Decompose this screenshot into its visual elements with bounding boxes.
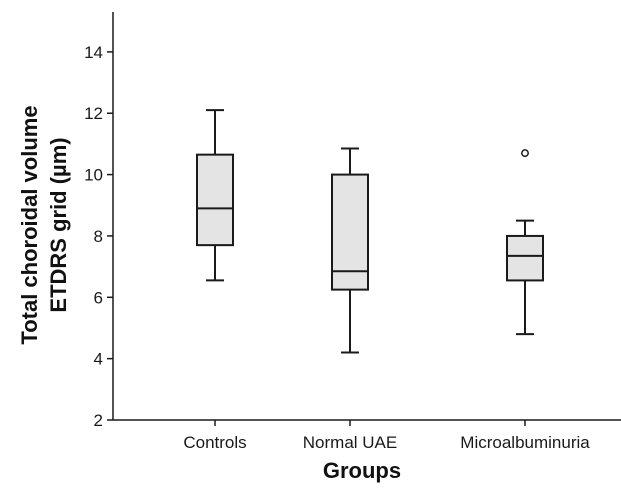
y-tick-label-10: 10 [84, 166, 103, 185]
box-0-iqr [196, 153, 234, 247]
x-tick-label-2: Microalbuminuria [460, 433, 590, 452]
y-tick-label-8: 8 [94, 227, 103, 246]
box-2-iqr [506, 234, 544, 282]
plot-area: 2 4 6 8 10 12 14 Controls Normal UAE Microalbumin… [84, 12, 621, 452]
x-tick-label-1: Normal UAE [303, 433, 397, 452]
x-axis-title: Groups [323, 458, 401, 483]
box-1-iqr [331, 173, 369, 291]
y-tick-label-14: 14 [84, 43, 103, 62]
y-tick-label-4: 4 [94, 350, 103, 369]
box-2-outlier-0 [521, 149, 529, 158]
y-tick-label-12: 12 [84, 104, 103, 123]
y-tick-label-6: 6 [94, 288, 103, 307]
y-axis-title-line-2: ETDRS grid (µm) [46, 137, 71, 312]
y-axis-title-line-1: Total choroidal volume [17, 105, 42, 344]
y-tick-label-2: 2 [94, 411, 103, 430]
x-tick-label-0: Controls [183, 433, 246, 452]
